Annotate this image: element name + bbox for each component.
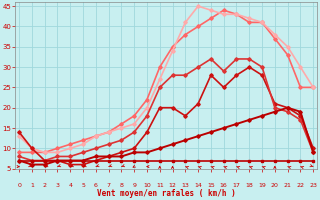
X-axis label: Vent moyen/en rafales ( km/h ): Vent moyen/en rafales ( km/h ) bbox=[97, 189, 236, 198]
